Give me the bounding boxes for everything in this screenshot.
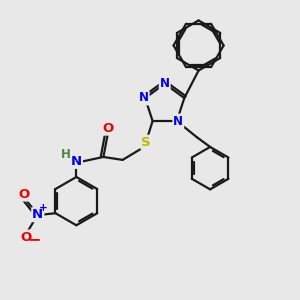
- Text: +: +: [39, 203, 47, 213]
- Text: N: N: [160, 77, 170, 90]
- Text: N: N: [71, 155, 82, 168]
- Text: S: S: [141, 136, 151, 149]
- Text: N: N: [173, 115, 183, 128]
- Text: O: O: [103, 122, 114, 135]
- Text: O: O: [18, 188, 29, 201]
- Text: N: N: [32, 208, 43, 221]
- Text: N: N: [139, 92, 148, 104]
- Text: −: −: [27, 232, 40, 247]
- Text: O: O: [20, 230, 32, 244]
- Text: H: H: [61, 148, 71, 160]
